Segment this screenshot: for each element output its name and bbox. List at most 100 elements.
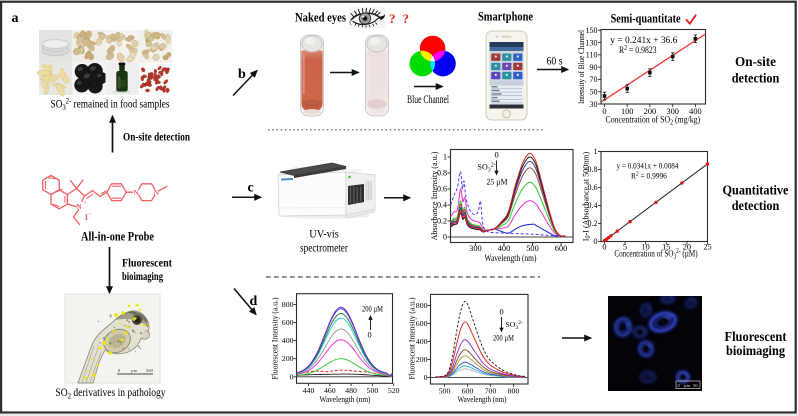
svg-text:Intensity of Blue Channel: Intensity of Blue Channel: [577, 29, 586, 104]
svg-text:500: 500: [526, 244, 538, 253]
svg-text:detection: detection: [732, 72, 780, 87]
svg-text:Concentration of SO32- (µM): Concentration of SO32- (µM): [614, 247, 698, 260]
svg-text:SO32-: SO32-: [478, 163, 496, 174]
svg-text:90: 90: [590, 63, 598, 72]
svg-text:0.6: 0.6: [588, 183, 598, 192]
svg-text:N: N: [76, 202, 82, 211]
svg-text:I0-I (Absorbance at 500nm): I0-I (Absorbance at 500nm): [580, 152, 592, 242]
svg-text:Fluorescent Intensity (a.u.): Fluorescent Intensity (a.u.): [408, 297, 417, 379]
svg-text:d: d: [250, 294, 258, 309]
svg-text:-: -: [89, 210, 92, 218]
svg-text:SO32- remained in food samples: SO32- remained in food samples: [51, 96, 170, 112]
svg-text:440: 440: [303, 386, 315, 395]
svg-text:Fluorescent: Fluorescent: [122, 258, 172, 270]
svg-text:Concentration of SO2 (mg/kg): Concentration of SO2 (mg/kg): [605, 114, 700, 127]
svg-text:a: a: [12, 11, 19, 26]
svg-text:110: 110: [586, 51, 598, 60]
svg-text:800: 800: [508, 386, 520, 395]
svg-text:200: 200: [416, 355, 428, 364]
svg-text:b: b: [238, 67, 246, 82]
svg-text:50: 50: [590, 88, 598, 97]
svg-text:Blue Channel: Blue Channel: [407, 94, 449, 106]
svg-text:bioimaging: bioimaging: [122, 271, 163, 283]
svg-text:?: ?: [389, 11, 396, 26]
svg-text:0.4: 0.4: [588, 201, 598, 210]
svg-text:0: 0: [118, 368, 121, 373]
svg-text:0: 0: [443, 233, 447, 242]
svg-text:detection: detection: [732, 199, 780, 214]
svg-text:200: 200: [644, 107, 656, 116]
svg-text:0.8: 0.8: [588, 165, 598, 174]
svg-text:0.2: 0.2: [588, 219, 598, 228]
svg-text:0.2: 0.2: [437, 217, 447, 226]
svg-text:600: 600: [555, 244, 567, 253]
svg-text:600: 600: [416, 319, 428, 328]
svg-text:bioimaging: bioimaging: [726, 344, 785, 359]
svg-text:400: 400: [282, 336, 294, 345]
svg-text:70: 70: [590, 75, 598, 84]
svg-text:1: 1: [443, 153, 447, 162]
svg-text:20: 20: [683, 243, 691, 252]
svg-text:SO2 derivatives in pathology: SO2 derivatives in pathology: [55, 386, 166, 401]
svg-text:25 µM: 25 µM: [487, 177, 508, 187]
svg-text:Fluorescent: Fluorescent: [725, 330, 787, 345]
svg-text:100: 100: [621, 107, 633, 116]
svg-text:400: 400: [416, 337, 428, 346]
svg-text:Wavelength (nm): Wavelength (nm): [485, 253, 537, 263]
svg-text:On-site detection: On-site detection: [123, 132, 190, 144]
svg-text:R2 = 0.9823: R2 = 0.9823: [619, 45, 657, 56]
svg-text:130: 130: [586, 38, 598, 47]
svg-text:µm: µm: [131, 368, 138, 373]
svg-text:0: 0: [594, 237, 598, 246]
svg-text:0: 0: [500, 308, 504, 317]
svg-text:0: 0: [368, 331, 372, 340]
svg-text:200 µM: 200 µM: [362, 305, 383, 314]
svg-text:0: 0: [495, 150, 499, 160]
svg-text:I: I: [85, 212, 89, 222]
svg-text:Absorbance Intensity (a.u.): Absorbance Intensity (a.u.): [430, 151, 439, 240]
svg-text:500: 500: [146, 368, 154, 373]
svg-text:200: 200: [282, 354, 294, 363]
svg-text:Naked eyes: Naked eyes: [295, 11, 346, 25]
svg-text:y = 0.0341x + 0.0084: y = 0.0341x + 0.0084: [617, 161, 679, 171]
svg-text:10: 10: [641, 243, 649, 252]
svg-text:500: 500: [439, 386, 451, 395]
svg-text:?: ?: [403, 11, 410, 26]
svg-text:0: 0: [602, 107, 606, 116]
svg-text:Quantitative: Quantitative: [723, 184, 789, 199]
svg-text:+: +: [83, 200, 87, 207]
svg-text:0: 0: [290, 372, 294, 381]
svg-text:On-site: On-site: [735, 55, 776, 70]
svg-text:5: 5: [623, 243, 627, 252]
svg-text:460: 460: [324, 386, 336, 395]
svg-text:1: 1: [594, 147, 598, 156]
svg-text:N: N: [154, 188, 160, 197]
svg-text:30: 30: [590, 100, 598, 109]
svg-text:spectrometer: spectrometer: [300, 241, 348, 255]
svg-text:Wavelength (nm): Wavelength (nm): [458, 394, 507, 404]
svg-text:c: c: [248, 181, 254, 196]
svg-text:400: 400: [689, 107, 701, 116]
svg-text:UV-vis: UV-vis: [309, 227, 339, 241]
svg-text:300: 300: [666, 107, 678, 116]
svg-text:60 s: 60 s: [547, 54, 563, 68]
svg-text:Semi-quantitate: Semi-quantitate: [611, 12, 681, 26]
svg-text:0: 0: [602, 243, 606, 252]
svg-text:300: 300: [469, 244, 481, 253]
svg-text:600: 600: [462, 386, 474, 395]
svg-text:y = 0.241x + 36.6: y = 0.241x + 36.6: [610, 35, 678, 45]
svg-text:N: N: [133, 188, 139, 197]
svg-text:50: 50: [693, 383, 698, 388]
svg-text:200 µM: 200 µM: [493, 334, 514, 343]
svg-text:25: 25: [703, 243, 711, 252]
svg-text:Wavelength (nm): Wavelength (nm): [320, 394, 371, 404]
svg-text:700: 700: [485, 386, 497, 395]
svg-text:0.4: 0.4: [437, 201, 447, 210]
svg-text:400: 400: [498, 244, 510, 253]
svg-text:Smartphone: Smartphone: [478, 10, 533, 24]
svg-text:520: 520: [388, 386, 400, 395]
svg-text:800: 800: [282, 300, 294, 309]
svg-text:480: 480: [345, 386, 357, 395]
svg-text:500: 500: [367, 386, 379, 395]
svg-text:600: 600: [282, 318, 294, 327]
